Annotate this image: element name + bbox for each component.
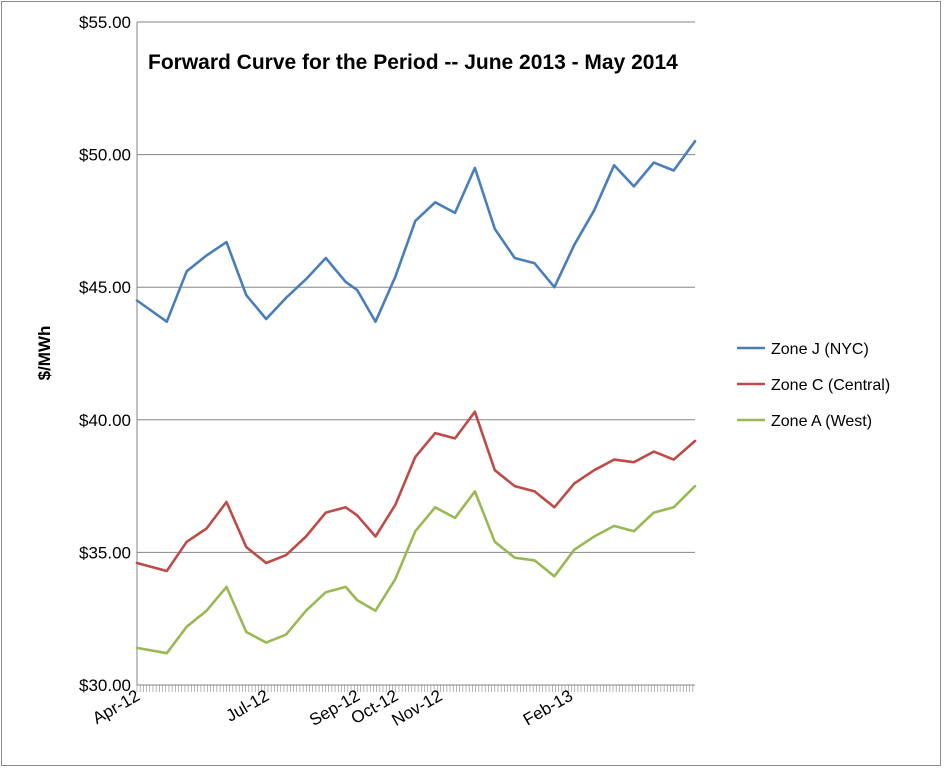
chart-title: Forward Curve for the Period -- June 201… [148, 51, 678, 74]
series-lines [135, 140, 697, 655]
y-tick-label: $40.00 [79, 411, 131, 430]
y-axis-ticks: $30.00 $35.00 $40.00 $45.00 $50.00 $55.00 [79, 13, 131, 695]
y-axis-label: $/MWh [35, 326, 54, 381]
series-line [135, 140, 697, 324]
series-line [135, 484, 697, 655]
legend-label: Zone J (NYC) [771, 341, 869, 358]
x-minor-ticks [136, 685, 694, 692]
x-tick-label: Jul-12 [223, 686, 273, 726]
legend-label: Zone A (West) [771, 413, 872, 430]
x-tick-label: Nov-12 [388, 686, 445, 730]
y-tick-label: $55.00 [79, 13, 131, 32]
series-line [135, 410, 697, 573]
grid-lines [137, 21, 695, 686]
y-tick-label: $50.00 [79, 146, 131, 165]
legend-label: Zone C (Central) [771, 377, 890, 394]
x-tick-label: Feb-13 [520, 686, 576, 729]
y-tick-label: $30.00 [79, 676, 131, 695]
y-tick-label: $35.00 [79, 543, 131, 562]
y-tick-label: $45.00 [79, 278, 131, 297]
legend: Zone J (NYC) Zone C (Central) Zone A (West… [737, 341, 890, 430]
